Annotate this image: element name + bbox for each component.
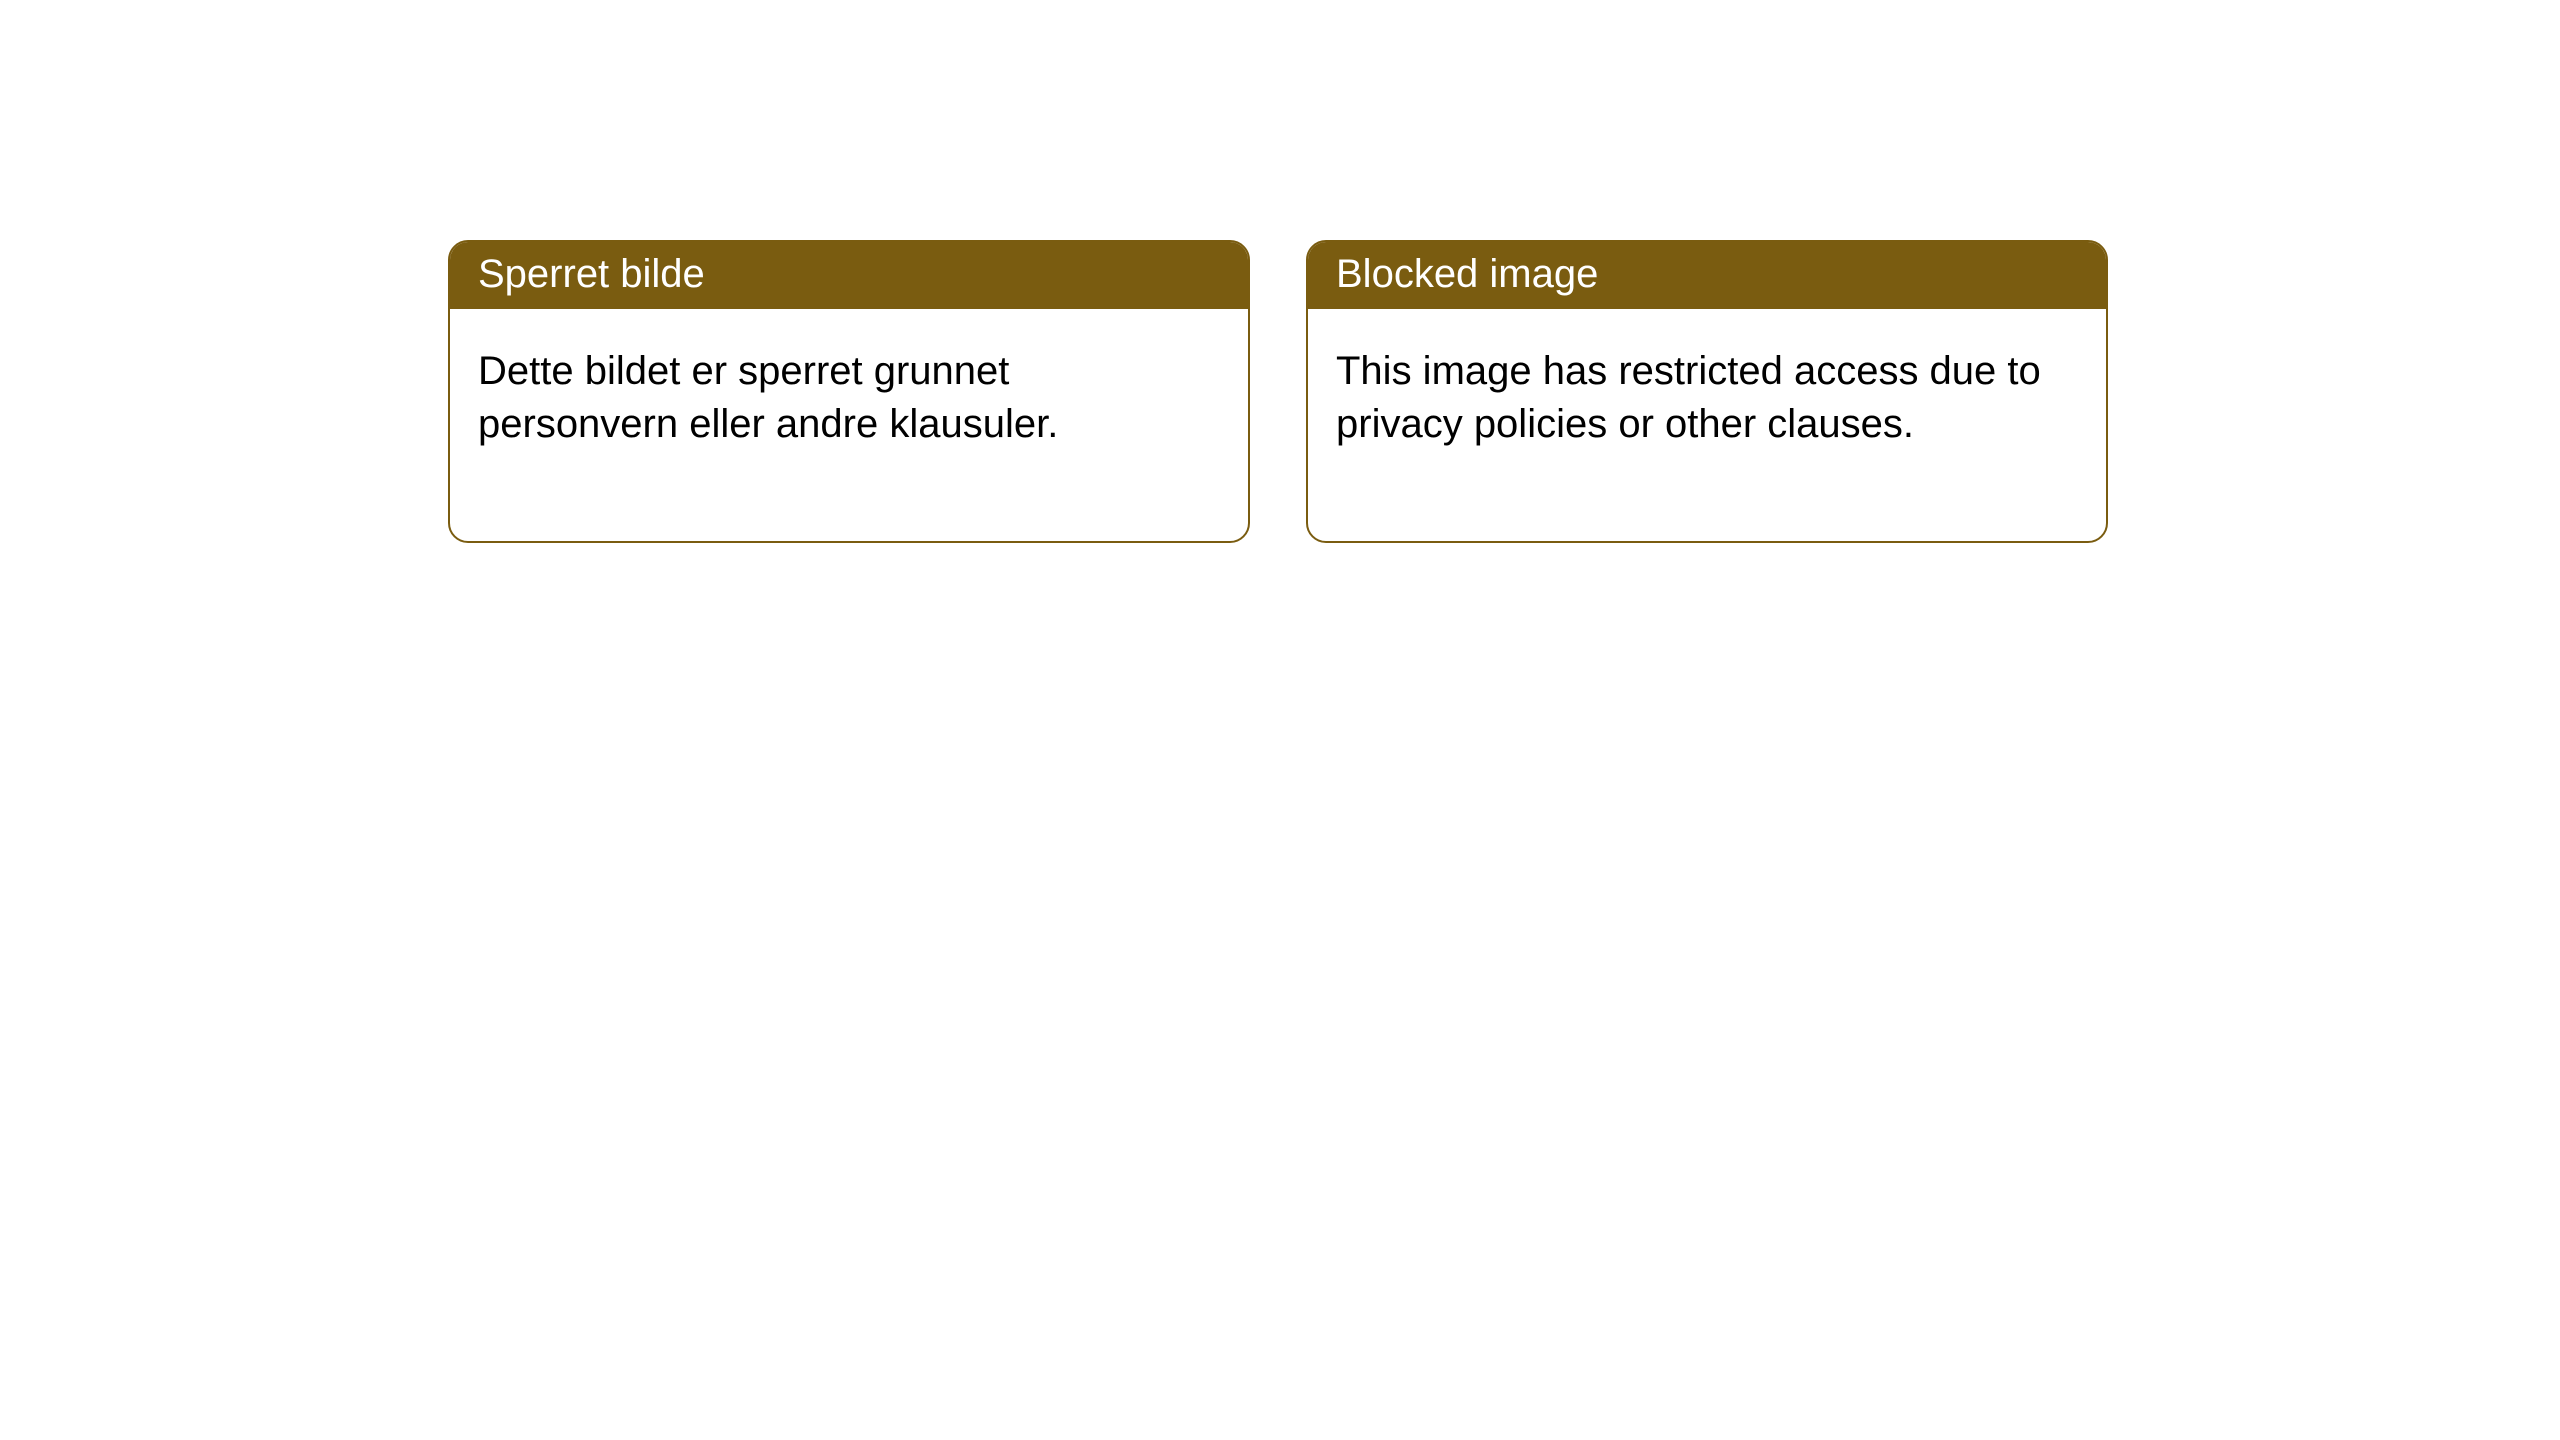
notice-card-body: This image has restricted access due to … (1308, 309, 2106, 541)
notice-card-header: Sperret bilde (450, 242, 1248, 309)
notice-card-header: Blocked image (1308, 242, 2106, 309)
notice-card-english: Blocked image This image has restricted … (1306, 240, 2108, 543)
notice-card-body: Dette bildet er sperret grunnet personve… (450, 309, 1248, 541)
notice-card-norwegian: Sperret bilde Dette bildet er sperret gr… (448, 240, 1250, 543)
notice-container: Sperret bilde Dette bildet er sperret gr… (0, 0, 2560, 543)
